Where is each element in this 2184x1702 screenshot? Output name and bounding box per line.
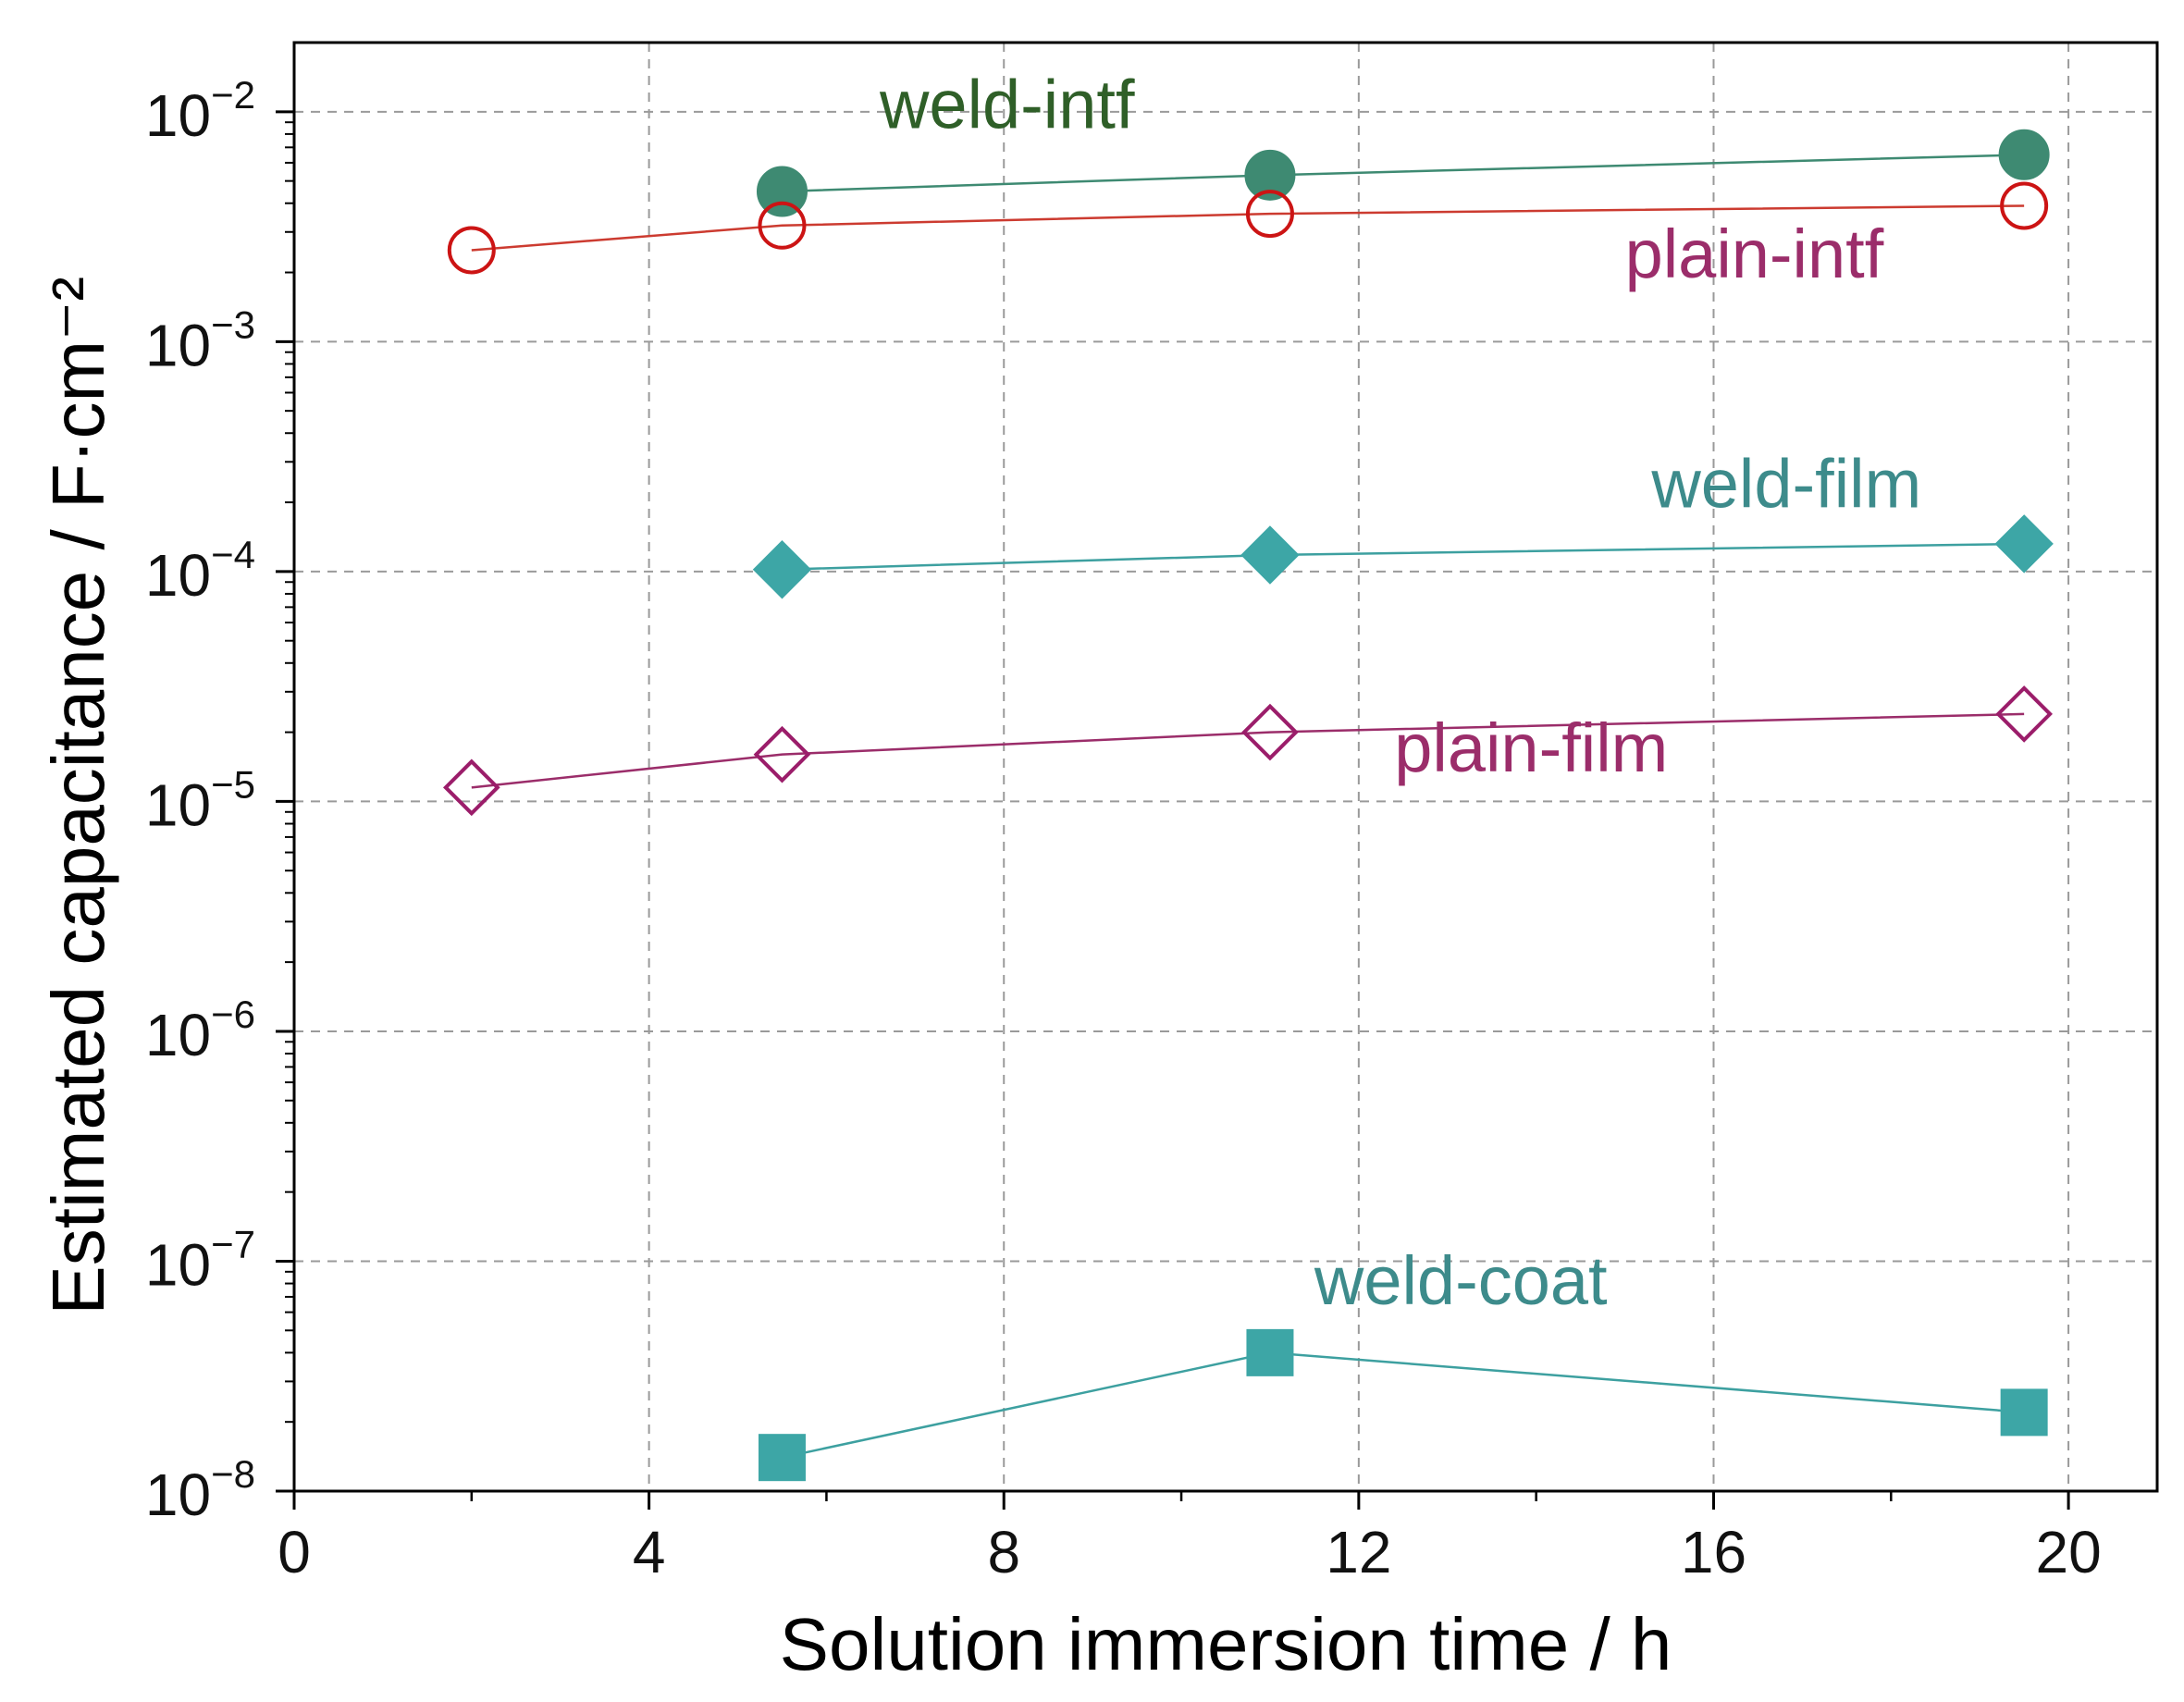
plain-intf-line <box>471 204 2025 252</box>
plain-intf-point <box>2000 181 2049 230</box>
plain-intf-point <box>447 226 496 275</box>
y-tick-label: 10−6 <box>145 993 255 1068</box>
y-tick-label: 10−7 <box>145 1222 255 1298</box>
y-tick-label: 10−8 <box>145 1452 255 1528</box>
plain-intf-series <box>447 181 2049 275</box>
data-series <box>442 129 2054 1482</box>
series-labels: weld-intf plain-intf weld-film plain-film we… <box>879 66 1921 1319</box>
y-tick-label: 10−3 <box>145 302 255 378</box>
weld-film-point <box>752 540 812 599</box>
weld-film-line <box>782 542 2025 571</box>
x-tick-label: 20 <box>2036 1519 2102 1585</box>
weld-film-series <box>752 514 2054 599</box>
weld-coat-point <box>1246 1328 1294 1376</box>
weld-coat-label: weld-coat <box>1314 1242 1608 1319</box>
plain-intf-point <box>758 201 807 250</box>
weld-film-point <box>1240 525 1300 585</box>
x-tick-label: 0 <box>278 1519 311 1585</box>
x-axis-title: Solution immersion time / h <box>780 1603 1672 1685</box>
plain-film-point <box>1995 685 2053 743</box>
weld-coat-point <box>758 1434 806 1482</box>
x-tick-label: 8 <box>987 1519 1020 1585</box>
weld-film-label: weld-film <box>1650 446 1921 523</box>
y-axis-title: Estimated capacitance / F·cm⁻² <box>37 277 119 1315</box>
y-tick-label: 10−4 <box>145 533 255 609</box>
plain-film-point <box>753 725 811 783</box>
plain-film-line <box>471 712 2025 789</box>
y-tick-label: 10−2 <box>145 73 255 149</box>
plain-intf-point <box>1245 190 1294 239</box>
weld-coat-line <box>782 1351 2025 1459</box>
plain-film-point <box>1241 703 1299 761</box>
plain-intf-label: plain-intf <box>1625 216 1884 292</box>
grid <box>294 43 2157 1491</box>
weld-intf-point <box>1998 129 2050 180</box>
weld-intf-point <box>756 166 808 217</box>
axis-ticks <box>276 110 2070 1510</box>
y-tick-label: 10−5 <box>145 762 255 838</box>
weld-intf-line <box>782 154 2025 193</box>
x-tick-label: 4 <box>633 1519 666 1585</box>
weld-intf-label: weld-intf <box>879 66 1135 142</box>
x-tick-label: 12 <box>1326 1519 1391 1585</box>
weld-coat-series <box>758 1328 2048 1482</box>
x-tick-label: 16 <box>1681 1519 1746 1585</box>
weld-intf-point <box>1244 149 1296 201</box>
weld-intf-series <box>756 129 2050 217</box>
axis-tick-labels: 0 4 8 12 16 20 10−8 10−7 10−6 10−5 10−4 10−3 10−2 <box>145 73 2102 1585</box>
plain-film-series <box>442 685 2053 817</box>
plain-film-label: plain-film <box>1394 709 1668 786</box>
weld-film-point <box>1994 514 2054 574</box>
plot-area-frame <box>292 41 2159 1493</box>
plain-film-point <box>442 758 500 817</box>
weld-coat-point <box>2000 1388 2048 1437</box>
